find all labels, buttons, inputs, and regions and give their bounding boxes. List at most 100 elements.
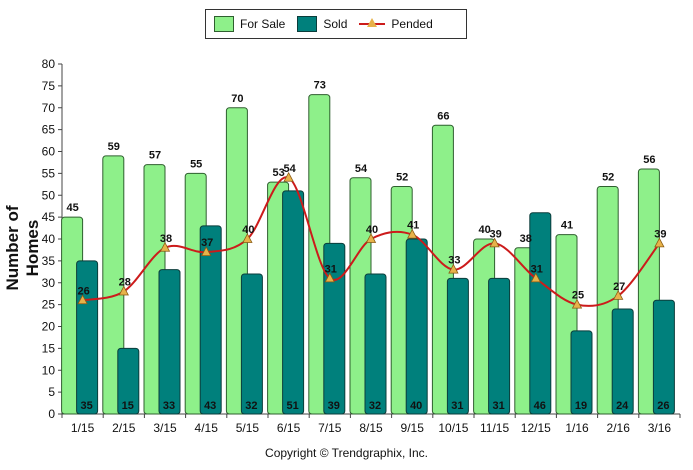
marker-pended (571, 298, 583, 309)
x-tick-label: 8/15 (359, 421, 383, 435)
data-label-pended: 31 (325, 263, 337, 275)
y-tick-label: 0 (48, 407, 55, 421)
bar-sold (364, 273, 387, 415)
legend-item-for-sale: For Sale (214, 16, 285, 32)
data-label-for-sale: 41 (561, 220, 573, 232)
x-tick-label: 2/16 (607, 421, 631, 435)
data-label-sold: 40 (410, 400, 422, 412)
legend-label-pended: Pended (391, 17, 433, 31)
legend: For Sale Sold Pended (205, 9, 467, 39)
y-tick-label: 45 (42, 210, 56, 224)
data-label-for-sale: 55 (190, 158, 202, 170)
x-tick-label: 10/15 (438, 421, 468, 435)
data-label-for-sale: 52 (396, 172, 408, 184)
data-label-sold: 26 (657, 400, 669, 412)
marker-pended (448, 263, 459, 274)
data-label-pended: 39 (654, 228, 666, 240)
bar-sold (323, 242, 346, 415)
data-label-pended: 25 (572, 290, 584, 302)
bar-sold (652, 299, 675, 415)
bar-sold (529, 212, 552, 415)
marker-pended (242, 233, 253, 243)
data-label-pended: 54 (283, 163, 296, 175)
data-label-pended: 38 (160, 233, 172, 245)
y-tick-label: 15 (42, 341, 56, 355)
data-label-sold: 32 (245, 400, 257, 412)
series-line-pended (82, 176, 661, 307)
data-label-pended: 39 (489, 228, 501, 240)
data-label-pended: 40 (366, 224, 378, 236)
marker-pended (613, 290, 624, 300)
marker-pended (118, 285, 129, 296)
bar-sold (240, 273, 263, 415)
bar-sold (282, 190, 305, 415)
y-tick-label: 80 (42, 57, 56, 71)
data-label-sold: 31 (492, 400, 504, 412)
legend-item-pended: Pended (359, 16, 433, 32)
x-tick-label: 2/15 (112, 421, 136, 435)
data-label-for-sale: 45 (66, 202, 78, 214)
data-label-for-sale: 56 (643, 154, 655, 166)
marker-pended (77, 294, 88, 305)
y-tick-label: 10 (42, 363, 56, 377)
x-tick-label: 6/15 (277, 421, 301, 435)
data-label-for-sale: 59 (108, 141, 120, 153)
data-label-for-sale: 38 (520, 233, 532, 245)
legend-swatch-sold (297, 16, 318, 32)
data-label-sold: 33 (163, 400, 175, 412)
data-label-for-sale: 66 (437, 110, 449, 122)
data-label-pended: 31 (531, 263, 543, 275)
marker-pended (324, 272, 335, 283)
x-tick-label: 7/15 (318, 421, 342, 435)
marker-pended (201, 246, 212, 257)
data-label-pended: 28 (119, 277, 131, 289)
y-tick-label: 70 (42, 101, 56, 115)
data-label-for-sale: 54 (355, 163, 368, 175)
bar-sold (405, 238, 428, 415)
data-label-sold: 39 (328, 400, 340, 412)
data-label-for-sale: 52 (602, 172, 614, 184)
x-tick-label: 12/15 (521, 421, 551, 435)
data-label-for-sale: 73 (314, 80, 326, 92)
data-label-pended: 41 (407, 220, 419, 232)
data-label-pended: 27 (613, 281, 625, 293)
marker-pended (365, 233, 377, 243)
marker-pended (489, 237, 500, 248)
x-tick-label: 9/15 (401, 421, 425, 435)
data-label-for-sale: 57 (149, 150, 161, 162)
data-label-pended: 37 (201, 237, 213, 249)
bar-sold (117, 347, 140, 415)
y-tick-label: 25 (42, 298, 56, 312)
data-label-pended: 40 (242, 224, 254, 236)
data-label-for-sale: 70 (231, 93, 243, 105)
legend-swatch-for-sale (214, 16, 234, 32)
bar-sold (199, 225, 222, 415)
x-tick-label: 3/15 (153, 421, 177, 435)
y-tick-label: 20 (42, 320, 56, 334)
data-label-sold: 19 (575, 400, 587, 412)
bar-sold (570, 330, 593, 415)
legend-label-for-sale: For Sale (240, 17, 286, 31)
data-label-sold: 51 (286, 400, 298, 412)
data-label-sold: 31 (451, 400, 463, 412)
copyright-text: Copyright © Trendgraphix, Inc. (265, 446, 428, 460)
legend-label-sold: Sold (323, 17, 348, 31)
legend-item-sold: Sold (297, 16, 347, 32)
x-tick-label: 11/15 (480, 421, 509, 435)
marker-pended (407, 228, 418, 239)
x-tick-label: 5/15 (236, 421, 260, 435)
data-label-sold: 43 (204, 400, 216, 412)
data-label-sold: 46 (534, 400, 546, 412)
bar-sold (158, 269, 181, 415)
y-tick-label: 30 (42, 276, 56, 290)
legend-swatch-pended (359, 16, 386, 32)
bar-sold (76, 260, 99, 415)
data-label-sold: 15 (122, 400, 134, 412)
marker-pended (283, 171, 294, 182)
data-label-for-sale: 40 (478, 224, 490, 236)
x-tick-label: 1/16 (565, 421, 589, 435)
y-tick-label: 65 (42, 123, 56, 137)
y-tick-label: 35 (42, 254, 56, 268)
